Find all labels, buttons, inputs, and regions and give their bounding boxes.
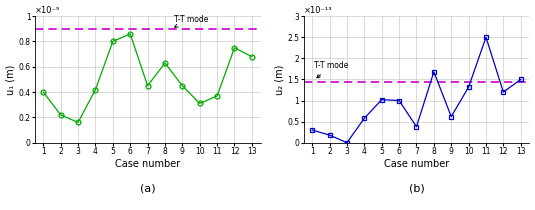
Y-axis label: u₂ (m): u₂ (m) [274,64,285,95]
Text: (a): (a) [140,183,155,193]
Text: ×10⁻¹³: ×10⁻¹³ [303,6,332,15]
Text: ×10⁻⁹: ×10⁻⁹ [35,6,60,15]
X-axis label: Case number: Case number [384,159,449,169]
X-axis label: Case number: Case number [115,159,180,169]
Text: T-T mode: T-T mode [174,15,208,27]
Text: (b): (b) [409,183,424,193]
Y-axis label: u₁ (m): u₁ (m) [5,64,16,95]
Text: T-T mode: T-T mode [314,61,348,78]
